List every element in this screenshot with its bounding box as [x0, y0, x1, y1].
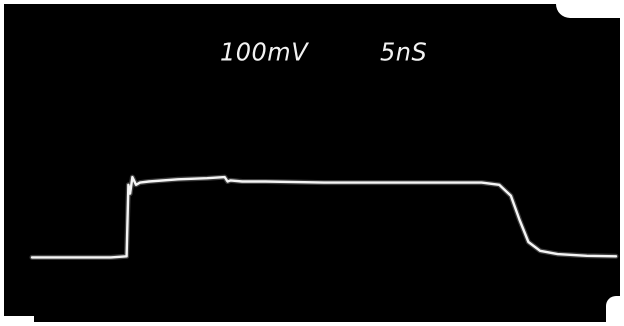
- volts-per-div-readout: 100mV: [220, 37, 309, 67]
- paper-edge-top-right: [556, 4, 620, 18]
- waveform-plot: [4, 4, 620, 322]
- paper-edge-bottom-left: [4, 316, 34, 322]
- paper-edge-bottom-right: [606, 296, 620, 322]
- time-per-div-readout: 5nS: [380, 37, 428, 67]
- waveform-trace: [30, 175, 618, 259]
- oscilloscope-screen: 100mV 5nS: [4, 4, 620, 322]
- waveform-trace-glow: [29, 174, 619, 260]
